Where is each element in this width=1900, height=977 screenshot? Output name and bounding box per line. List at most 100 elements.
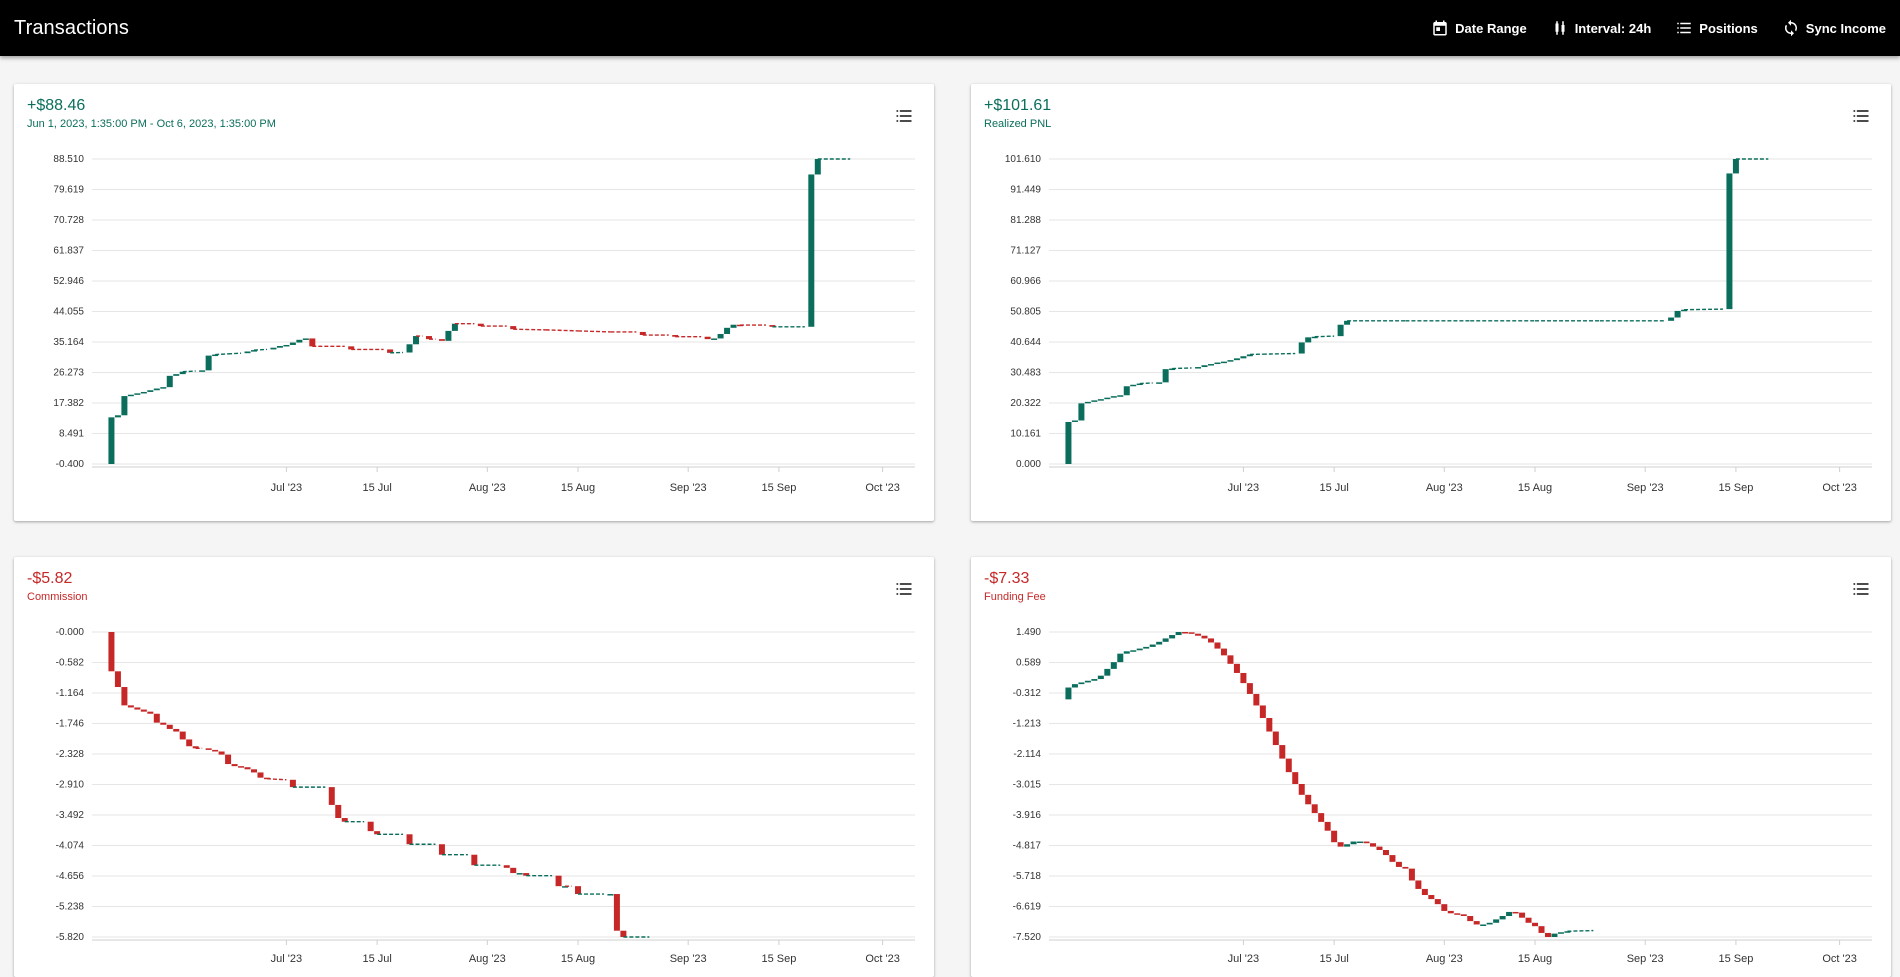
candle	[1176, 632, 1182, 635]
flat-segment	[546, 330, 578, 331]
candle	[1409, 869, 1415, 881]
total-income-card: +$88.46 Jun 1, 2023, 1:35:00 PM - Oct 6,…	[14, 84, 934, 521]
y-tick-label: -4.074	[56, 841, 85, 852]
candle	[731, 325, 737, 328]
candle	[1104, 669, 1110, 676]
y-tick-label: 79.619	[53, 185, 84, 196]
candle	[1318, 813, 1324, 822]
y-tick-label: 0.589	[1016, 658, 1041, 669]
candle	[1065, 422, 1071, 464]
y-tick-label: 17.382	[53, 398, 84, 409]
candle	[1137, 649, 1143, 651]
candle	[128, 395, 134, 397]
candle	[1240, 673, 1246, 683]
candle	[232, 764, 238, 766]
candle	[1130, 650, 1136, 652]
candle	[167, 725, 173, 729]
candle	[1214, 642, 1220, 648]
candle	[504, 865, 510, 868]
candle	[290, 343, 296, 345]
y-tick-label: -5.718	[1013, 871, 1042, 882]
candle	[407, 834, 413, 844]
candle	[1156, 642, 1162, 645]
candle	[199, 370, 205, 372]
commission-chart: -0.000-0.582-1.164-1.746-2.328-2.910-3.4…	[14, 557, 934, 977]
candle	[1480, 924, 1486, 926]
positions-button[interactable]: Positions	[1675, 19, 1758, 37]
candle	[1312, 804, 1318, 813]
y-tick-label: -0.312	[1013, 688, 1042, 699]
x-tick-label: 15 Sep	[761, 482, 796, 494]
y-tick-label: 1.490	[1016, 627, 1041, 638]
candle	[115, 671, 121, 687]
candle	[115, 415, 121, 417]
candle	[1260, 705, 1266, 718]
x-tick-label: 15 Jul	[1319, 953, 1348, 965]
flat-segment	[1263, 354, 1295, 355]
candle	[1240, 356, 1246, 358]
candle	[1078, 682, 1084, 684]
candle	[1292, 772, 1298, 784]
candle	[1130, 385, 1136, 387]
candle	[1214, 363, 1220, 365]
y-tick-label: 50.805	[1010, 307, 1041, 318]
candle	[724, 328, 730, 334]
x-tick-label: 15 Aug	[561, 953, 595, 965]
realized-pnl-chart: 101.61091.44981.28871.12760.96650.80540.…	[971, 84, 1891, 521]
x-tick-label: 15 Jul	[362, 953, 391, 965]
candle	[368, 822, 374, 831]
candle	[1675, 311, 1681, 318]
flat-segment	[228, 353, 241, 354]
x-tick-label: Aug '23	[1426, 953, 1463, 965]
x-tick-label: Sep '23	[1627, 482, 1664, 494]
candle	[517, 873, 523, 875]
candle	[1085, 681, 1091, 683]
date-range-button[interactable]: Date Range	[1431, 19, 1527, 37]
candle	[1111, 396, 1117, 398]
candle	[510, 868, 516, 873]
candle	[1208, 364, 1214, 366]
x-tick-label: Oct '23	[865, 482, 900, 494]
y-tick-label: -6.619	[1013, 902, 1042, 913]
flat-segment	[578, 331, 610, 332]
x-tick-label: Sep '23	[1627, 953, 1664, 965]
candle	[1085, 402, 1091, 404]
interval-button[interactable]: Interval: 24h	[1551, 19, 1652, 37]
candle	[1338, 325, 1344, 336]
candle	[154, 714, 160, 723]
funding-fee-chart: 1.4900.589-0.312-1.213-2.114-3.015-3.916…	[971, 557, 1891, 977]
candle	[1279, 745, 1285, 759]
candle	[1221, 362, 1227, 364]
commission-card: -$5.82 Commission -0.000-0.582-1.164-1.7…	[14, 557, 934, 977]
y-tick-label: -5.820	[56, 932, 85, 943]
candle	[296, 340, 302, 343]
flat-segment	[1140, 383, 1153, 384]
candle	[1124, 651, 1130, 653]
candle	[206, 356, 212, 371]
date-range-label: Date Range	[1455, 21, 1527, 36]
candle	[1558, 932, 1564, 934]
page-title: Transactions	[14, 17, 129, 40]
sync-income-button[interactable]: Sync Income	[1782, 19, 1886, 37]
candle	[206, 748, 212, 750]
candle	[1461, 914, 1467, 916]
candle	[1305, 337, 1311, 342]
candle	[413, 336, 419, 344]
candle	[1072, 420, 1078, 422]
candle	[108, 417, 114, 464]
candle	[1532, 923, 1538, 926]
candle	[219, 751, 225, 754]
list-icon	[1675, 19, 1693, 37]
y-tick-label: -2.910	[56, 780, 85, 791]
y-tick-label: 0.000	[1016, 459, 1041, 470]
y-tick-label: -3.492	[56, 810, 85, 821]
y-tick-label: -3.015	[1013, 780, 1042, 791]
candle	[1415, 880, 1421, 888]
candle	[1299, 784, 1305, 795]
y-tick-label: 30.483	[1010, 368, 1041, 379]
candle	[614, 894, 620, 931]
candle	[329, 787, 335, 805]
flat-segment	[1684, 309, 1723, 310]
candle	[160, 723, 166, 725]
candle	[439, 339, 445, 341]
